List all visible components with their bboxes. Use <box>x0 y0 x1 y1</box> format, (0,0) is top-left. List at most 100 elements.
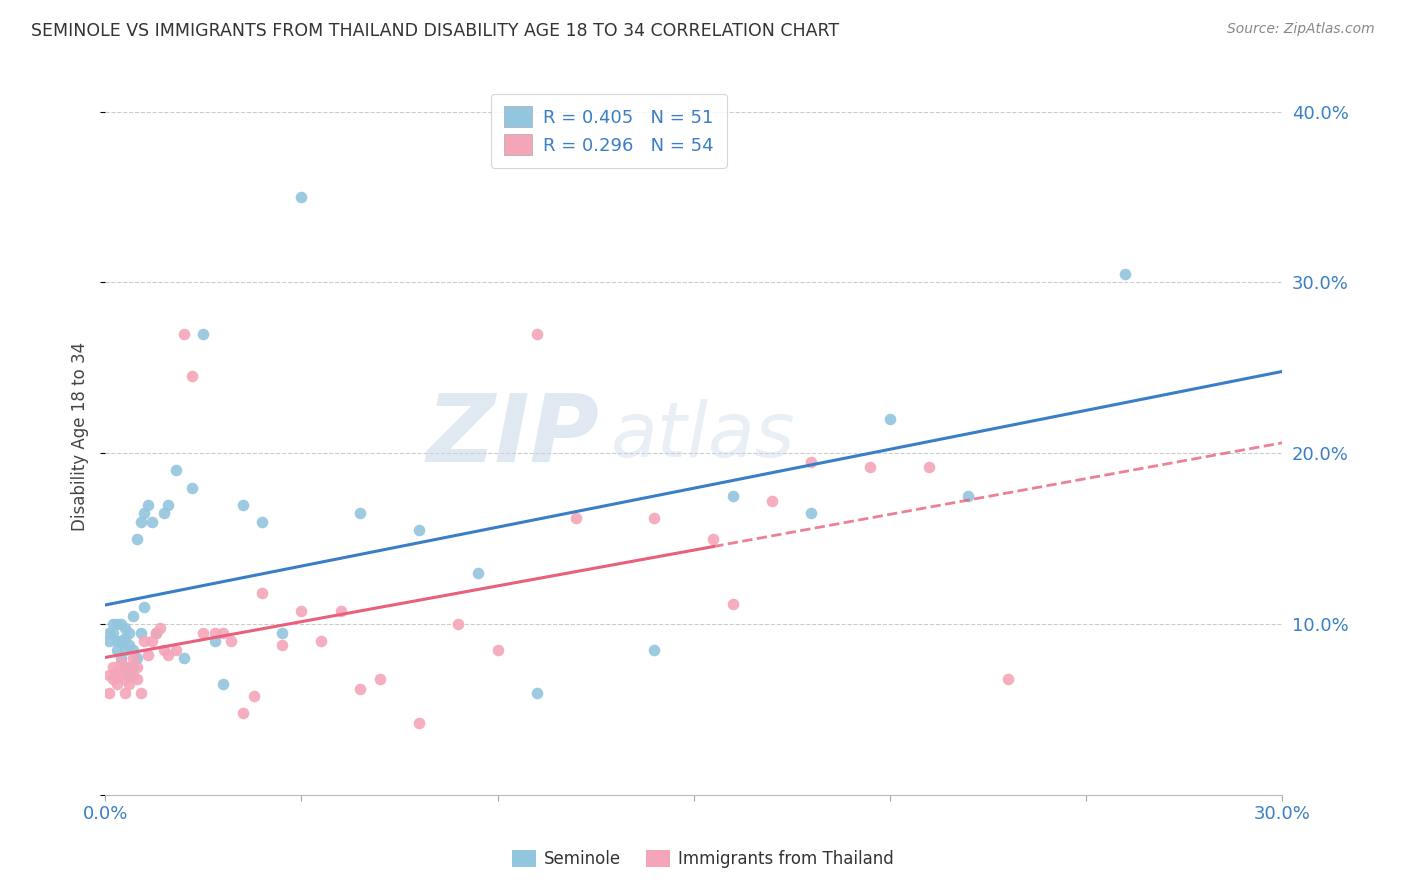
Point <box>212 677 235 691</box>
Point <box>879 412 901 426</box>
Point <box>125 651 148 665</box>
Point <box>121 660 143 674</box>
Point <box>101 672 124 686</box>
Point <box>270 638 292 652</box>
Point <box>800 455 823 469</box>
Point <box>526 685 548 699</box>
Point <box>105 677 128 691</box>
Point <box>121 668 143 682</box>
Point <box>173 326 195 341</box>
Point <box>105 643 128 657</box>
Point <box>309 634 332 648</box>
Point <box>243 689 266 703</box>
Point <box>193 326 215 341</box>
Point <box>349 506 371 520</box>
Point <box>118 625 141 640</box>
Point <box>270 625 292 640</box>
Point <box>114 660 136 674</box>
Point <box>114 672 136 686</box>
Point <box>219 634 242 648</box>
Legend: R = 0.405   N = 51, R = 0.296   N = 54: R = 0.405 N = 51, R = 0.296 N = 54 <box>491 94 727 168</box>
Point <box>250 515 273 529</box>
Point <box>145 625 167 640</box>
Point <box>141 634 163 648</box>
Point <box>800 506 823 520</box>
Point <box>121 643 143 657</box>
Point <box>134 634 156 648</box>
Point <box>114 621 136 635</box>
Point <box>859 460 882 475</box>
Point <box>98 668 121 682</box>
Point <box>114 631 136 645</box>
Point <box>408 716 430 731</box>
Point <box>231 498 253 512</box>
Point <box>110 651 132 665</box>
Point <box>105 617 128 632</box>
Point <box>110 655 132 669</box>
Point <box>101 660 124 674</box>
Point <box>447 617 470 632</box>
Point <box>149 621 172 635</box>
Point <box>526 326 548 341</box>
Point <box>118 677 141 691</box>
Point <box>118 668 141 682</box>
Point <box>114 643 136 657</box>
Point <box>702 532 724 546</box>
Text: Source: ZipAtlas.com: Source: ZipAtlas.com <box>1227 22 1375 37</box>
Point <box>125 532 148 546</box>
Point <box>98 625 121 640</box>
Point <box>121 651 143 665</box>
Point <box>114 660 136 674</box>
Point <box>204 634 226 648</box>
Point <box>329 603 352 617</box>
Point <box>204 625 226 640</box>
Point <box>368 672 391 686</box>
Point <box>125 672 148 686</box>
Text: ZIP: ZIP <box>426 391 599 483</box>
Point <box>101 625 124 640</box>
Text: SEMINOLE VS IMMIGRANTS FROM THAILAND DISABILITY AGE 18 TO 34 CORRELATION CHART: SEMINOLE VS IMMIGRANTS FROM THAILAND DIS… <box>31 22 839 40</box>
Point <box>105 665 128 679</box>
Point <box>180 369 202 384</box>
Point <box>643 511 665 525</box>
Point <box>761 494 783 508</box>
Point <box>290 603 312 617</box>
Point <box>138 648 160 662</box>
Point <box>180 481 202 495</box>
Point <box>1114 267 1136 281</box>
Point <box>565 511 588 525</box>
Point <box>118 660 141 674</box>
Point <box>721 597 744 611</box>
Point <box>118 638 141 652</box>
Point <box>153 506 176 520</box>
Point <box>98 685 121 699</box>
Point <box>250 586 273 600</box>
Point <box>101 617 124 632</box>
Point <box>165 643 187 657</box>
Legend: Seminole, Immigrants from Thailand: Seminole, Immigrants from Thailand <box>506 843 900 875</box>
Y-axis label: Disability Age 18 to 34: Disability Age 18 to 34 <box>72 342 89 531</box>
Point <box>129 625 152 640</box>
Point <box>138 498 160 512</box>
Point <box>114 685 136 699</box>
Point <box>486 643 509 657</box>
Point <box>141 515 163 529</box>
Text: atlas: atlas <box>612 400 796 474</box>
Point <box>349 682 371 697</box>
Point <box>110 617 132 632</box>
Point <box>997 672 1019 686</box>
Point <box>212 625 235 640</box>
Point <box>231 706 253 720</box>
Point <box>98 634 121 648</box>
Point <box>173 651 195 665</box>
Point <box>156 498 179 512</box>
Point <box>145 625 167 640</box>
Point <box>134 506 156 520</box>
Point <box>125 660 148 674</box>
Point <box>156 648 179 662</box>
Point <box>290 190 312 204</box>
Point <box>918 460 941 475</box>
Point <box>153 643 176 657</box>
Point <box>408 523 430 537</box>
Point <box>105 634 128 648</box>
